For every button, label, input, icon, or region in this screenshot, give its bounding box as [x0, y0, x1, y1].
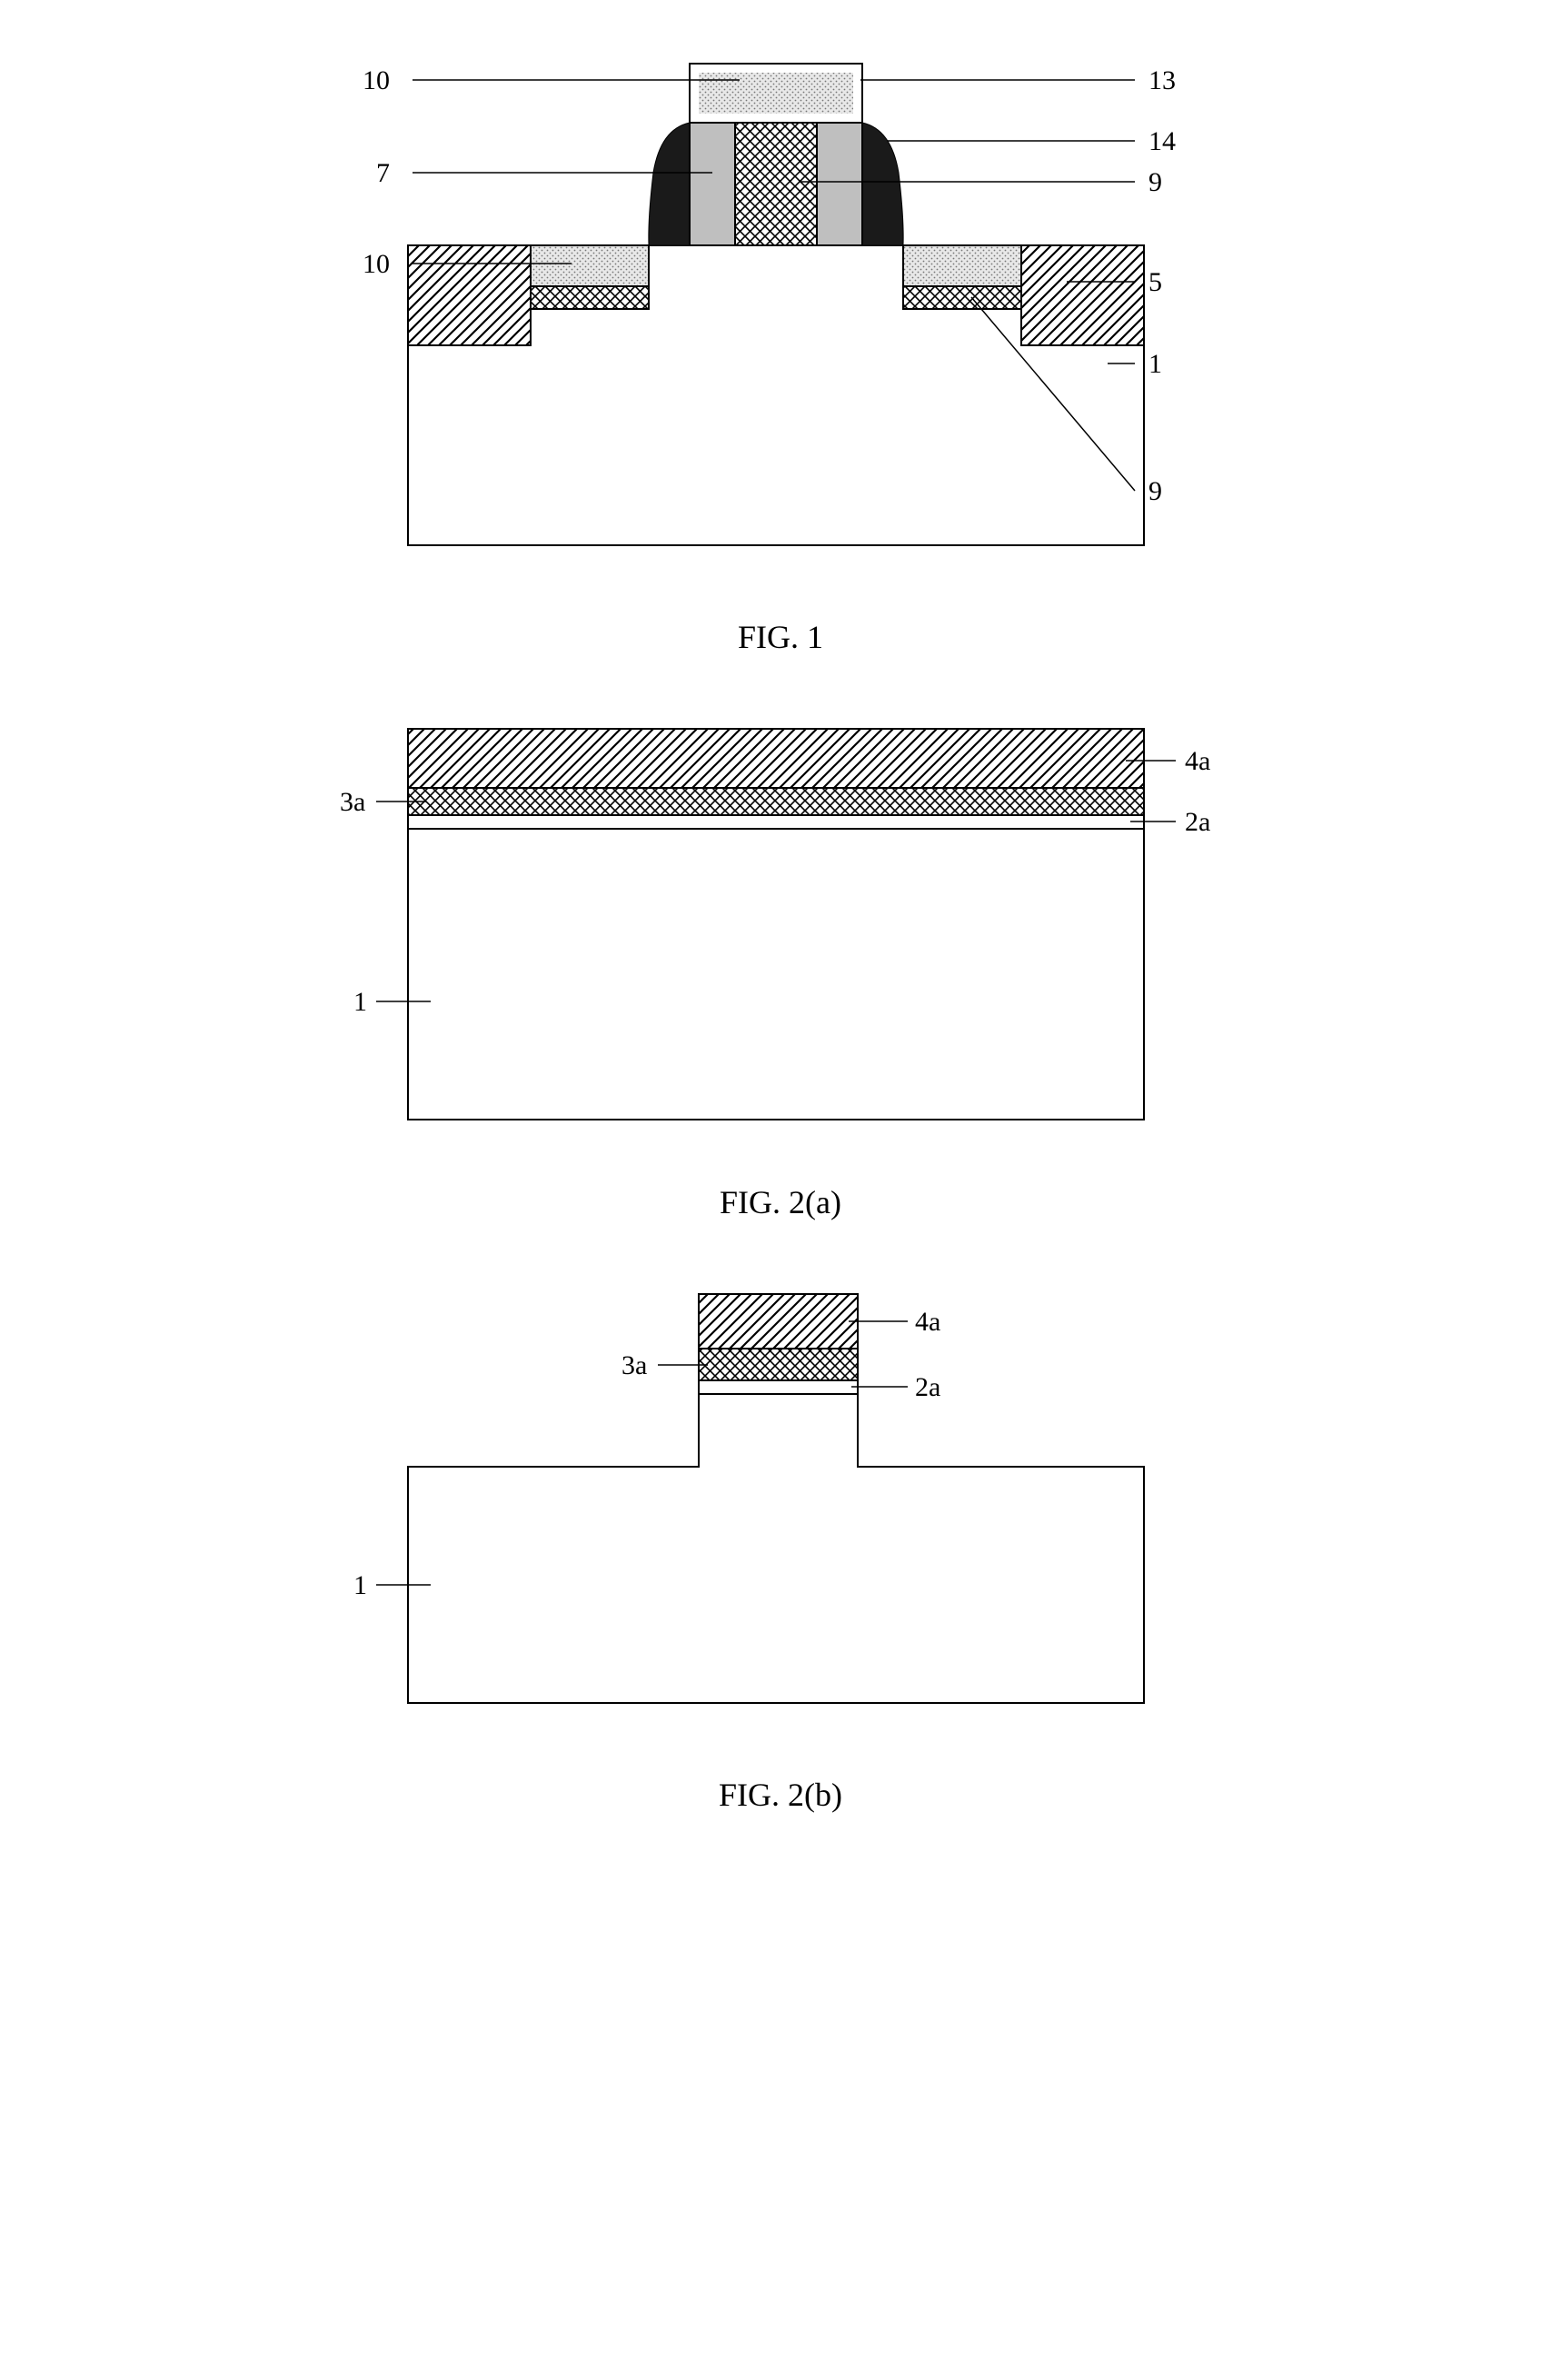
region-10-lower-right — [903, 245, 1021, 286]
label-7: 7 — [376, 158, 390, 188]
substrate-1 — [408, 1394, 1144, 1703]
fig2b-caption: FIG. 2(b) — [235, 1776, 1326, 1814]
region-7-right — [817, 123, 862, 245]
region-7-left — [690, 123, 735, 245]
layer-3a — [699, 1349, 858, 1380]
fig2b-svg: 4a 3a 2a 1 — [235, 1276, 1326, 1758]
region-9-lower-left — [531, 286, 649, 309]
spacer-14-left — [649, 123, 690, 245]
label-2a: 2a — [915, 1372, 940, 1402]
label-2a: 2a — [1185, 807, 1210, 837]
figure-2a: 4a 3a 2a 1 FIG. 2(a) — [235, 711, 1326, 1221]
layer-4a — [699, 1294, 858, 1349]
layer-3a — [408, 788, 1144, 815]
label-4a: 4a — [1185, 746, 1210, 776]
fig1-svg: 10 13 7 14 9 10 5 1 9 — [235, 36, 1326, 600]
label-3a: 3a — [340, 787, 365, 817]
figure-1: 10 13 7 14 9 10 5 1 9 FIG. 1 — [235, 36, 1326, 656]
region-10-cap-fill — [699, 73, 853, 114]
fig2a-svg: 4a 3a 2a 1 — [235, 711, 1326, 1165]
layer-2a — [699, 1380, 858, 1394]
label-4a: 4a — [915, 1307, 940, 1337]
label-13: 13 — [1148, 65, 1176, 95]
label-3a: 3a — [621, 1350, 647, 1380]
label-1: 1 — [1148, 349, 1162, 379]
region-9-center — [735, 123, 817, 245]
substrate-1 — [408, 829, 1144, 1120]
layer-2a — [408, 815, 1144, 829]
label-9-right: 9 — [1148, 167, 1162, 197]
region-9-lower-right — [903, 286, 1021, 309]
label-9-bottom: 9 — [1148, 476, 1162, 506]
label-1: 1 — [353, 1570, 367, 1600]
region-10-lower-left — [531, 245, 649, 286]
label-10-left: 10 — [363, 249, 390, 279]
label-10-top: 10 — [363, 65, 390, 95]
label-5: 5 — [1148, 267, 1162, 297]
fig2a-caption: FIG. 2(a) — [235, 1183, 1326, 1221]
region-5-left — [408, 245, 531, 345]
layer-4a — [408, 729, 1144, 788]
fig1-caption: FIG. 1 — [235, 618, 1326, 656]
region-5-right — [1021, 245, 1144, 345]
figure-2b: 4a 3a 2a 1 FIG. 2(b) — [235, 1276, 1326, 1814]
label-1: 1 — [353, 987, 367, 1017]
label-14: 14 — [1148, 126, 1176, 156]
